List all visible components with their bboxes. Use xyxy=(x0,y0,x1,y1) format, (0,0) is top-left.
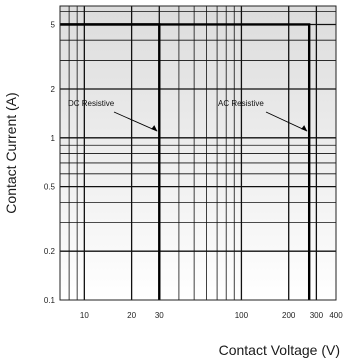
annotation-leader xyxy=(113,111,158,132)
annotations: DC Resistive AC Resistive xyxy=(68,99,308,132)
y-tick-label: 0.1 xyxy=(44,296,56,305)
y-tick-label: 5 xyxy=(51,20,56,29)
y-tick-label: 2 xyxy=(51,85,56,94)
series-line-ac-resistive xyxy=(60,23,311,300)
annotation-leader xyxy=(265,111,308,132)
annotation-label: AC Resistive xyxy=(218,99,264,108)
x-tick-label: 300 xyxy=(310,311,324,320)
y-tick-label: 1 xyxy=(51,134,56,143)
plot-background xyxy=(60,6,336,300)
plot-frame xyxy=(59,5,337,301)
x-tick-label: 10 xyxy=(80,311,89,320)
series-lines xyxy=(60,23,311,300)
x-tick-label: 400 xyxy=(329,311,343,320)
tick-labels: 10 20 30 100 200 300 400 5 2 1 0.5 0.2 0.1 xyxy=(44,20,343,320)
y-tick-label: 0.5 xyxy=(44,183,56,192)
x-tick-label: 20 xyxy=(127,311,136,320)
annotation-label: DC Resistive xyxy=(68,99,115,108)
grid-lines xyxy=(60,6,337,300)
x-tick-label: 30 xyxy=(155,311,164,320)
y-axis-title: Contact Current (A) xyxy=(3,92,19,213)
x-axis-title: Contact Voltage (V) xyxy=(219,342,340,358)
x-tick-label: 100 xyxy=(235,311,249,320)
y-tick-label: 0.2 xyxy=(44,247,56,256)
annotation-arrowhead xyxy=(301,125,308,132)
annotation-arrowhead xyxy=(151,125,158,132)
x-tick-label: 200 xyxy=(282,311,296,320)
